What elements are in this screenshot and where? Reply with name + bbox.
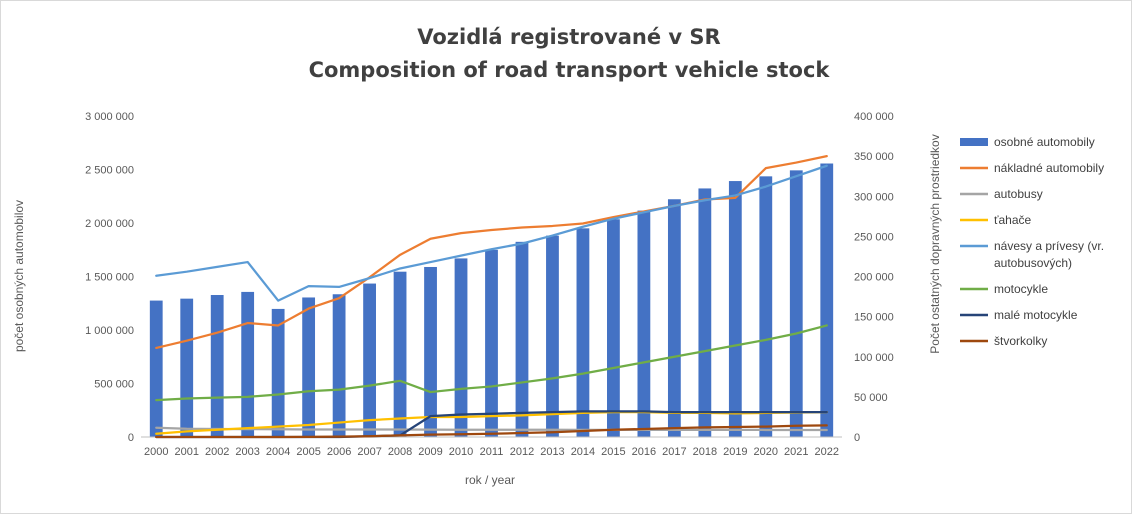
bar-2002 bbox=[210, 295, 224, 437]
right-tick-label: 400 000 bbox=[854, 111, 894, 123]
x-tick-label-2006: 2006 bbox=[327, 446, 351, 458]
bar-2013 bbox=[546, 235, 559, 437]
x-tick-label-2018: 2018 bbox=[693, 446, 717, 458]
x-tick-label-2004: 2004 bbox=[266, 446, 290, 458]
x-tick-label-2019: 2019 bbox=[723, 446, 747, 458]
bar-2018 bbox=[698, 188, 712, 437]
left-y-axis-ticks: 0 500 000 1 000 000 1 500 000 2 000 000 2 500… bbox=[85, 111, 134, 444]
bar-2000 bbox=[149, 300, 163, 437]
right-tick-label: 50 000 bbox=[854, 392, 888, 404]
legend-label-1: nákladné automobily bbox=[994, 161, 1104, 175]
right-tick-label: 250 000 bbox=[854, 231, 894, 243]
right-tick-label: 300 000 bbox=[854, 191, 894, 203]
x-tick-label-2013: 2013 bbox=[540, 446, 564, 458]
bar-2004 bbox=[271, 308, 285, 437]
bar-2006 bbox=[332, 294, 346, 437]
x-tick-label-2005: 2005 bbox=[296, 446, 320, 458]
x-tick-label-2022: 2022 bbox=[815, 446, 839, 458]
line-series-5 bbox=[155, 324, 828, 402]
legend-label-7: štvorkolky bbox=[994, 334, 1047, 348]
bar-2019 bbox=[728, 181, 742, 437]
left-tick-label: 3 000 000 bbox=[85, 111, 134, 123]
x-tick-label-2016: 2016 bbox=[632, 446, 656, 458]
x-tick-label-2012: 2012 bbox=[510, 446, 534, 458]
x-tick-label-2015: 2015 bbox=[601, 446, 625, 458]
x-axis-ticks: 2000 2001 2002 2003 2004 2005 2006 2007 2008 2009… bbox=[144, 446, 839, 458]
left-tick-label: 1 500 000 bbox=[85, 272, 134, 284]
legend-label-0: osobné automobily bbox=[994, 135, 1095, 149]
bar-2021 bbox=[789, 170, 803, 438]
line-series bbox=[155, 155, 828, 439]
bar-2012 bbox=[515, 241, 529, 437]
bar-2022 bbox=[820, 163, 834, 437]
left-tick-label: 1 000 000 bbox=[85, 325, 134, 337]
bar-2020 bbox=[759, 176, 773, 437]
chart-title: Vozidlá registrované v SR Composition of… bbox=[309, 25, 831, 82]
legend-label-3: ťahače bbox=[994, 213, 1032, 227]
x-tick-label-2021: 2021 bbox=[784, 446, 808, 458]
right-tick-label: 0 bbox=[854, 432, 860, 444]
x-tick-label-2017: 2017 bbox=[662, 446, 686, 458]
left-tick-label: 500 000 bbox=[94, 379, 134, 391]
line-series-2 bbox=[155, 426, 828, 432]
bar-2010 bbox=[454, 258, 468, 437]
bar-2015 bbox=[607, 219, 620, 437]
chart-title-line-2: Composition of road transport vehicle st… bbox=[309, 58, 831, 82]
left-y-axis-title: počet osobných automobilov bbox=[12, 200, 26, 352]
right-y-axis-title: Počet ostatných dopravných prostriedkov bbox=[928, 134, 942, 353]
legend-swatch-0 bbox=[960, 138, 988, 146]
bar-2001 bbox=[180, 298, 194, 437]
x-tick-label-2020: 2020 bbox=[754, 446, 778, 458]
bar-2005 bbox=[302, 297, 316, 437]
left-tick-label: 0 bbox=[128, 432, 134, 444]
legend-label-2: autobusy bbox=[994, 187, 1043, 201]
right-tick-label: 100 000 bbox=[854, 352, 894, 364]
bar-series bbox=[149, 163, 834, 438]
x-tick-label-2003: 2003 bbox=[235, 446, 259, 458]
right-tick-label: 150 000 bbox=[854, 312, 894, 324]
bar-2016 bbox=[637, 210, 651, 437]
bar-2011 bbox=[485, 249, 498, 437]
left-tick-label: 2 500 000 bbox=[85, 165, 134, 177]
right-tick-label: 350 000 bbox=[854, 151, 894, 163]
legend-label-6: malé motocykle bbox=[994, 308, 1078, 322]
x-tick-label-2002: 2002 bbox=[205, 446, 229, 458]
bar-2009 bbox=[424, 266, 437, 437]
right-tick-label: 200 000 bbox=[854, 272, 894, 284]
line-series-4 bbox=[155, 164, 828, 302]
legend-label-4: návesy a prívesy (vr. autobusových) bbox=[994, 239, 1104, 270]
left-tick-label: 2 000 000 bbox=[85, 218, 134, 230]
right-y-axis-ticks: 0 50 000 100 000 150 000 200 000 250 000 300 0… bbox=[854, 111, 894, 444]
x-tick-label-2014: 2014 bbox=[571, 446, 595, 458]
line-series-7 bbox=[155, 424, 828, 439]
bar-2017 bbox=[667, 199, 681, 437]
chart-title-line-1: Vozidlá registrované v SR bbox=[417, 25, 720, 49]
bar-2007 bbox=[363, 283, 376, 437]
x-tick-label-2009: 2009 bbox=[418, 446, 442, 458]
x-tick-label-2001: 2001 bbox=[174, 446, 198, 458]
x-tick-label-2000: 2000 bbox=[144, 446, 168, 458]
bar-2008 bbox=[393, 271, 407, 437]
x-axis-title: rok / year bbox=[465, 473, 515, 487]
bar-2003 bbox=[241, 291, 255, 437]
x-tick-label-2010: 2010 bbox=[449, 446, 473, 458]
legend-label-5: motocykle bbox=[994, 282, 1048, 296]
x-tick-label-2007: 2007 bbox=[357, 446, 381, 458]
legend: osobné automobily nákladné automobily auto… bbox=[960, 135, 1104, 348]
bar-2014 bbox=[576, 228, 590, 437]
x-tick-label-2011: 2011 bbox=[480, 446, 504, 458]
x-tick-label-2008: 2008 bbox=[388, 446, 412, 458]
